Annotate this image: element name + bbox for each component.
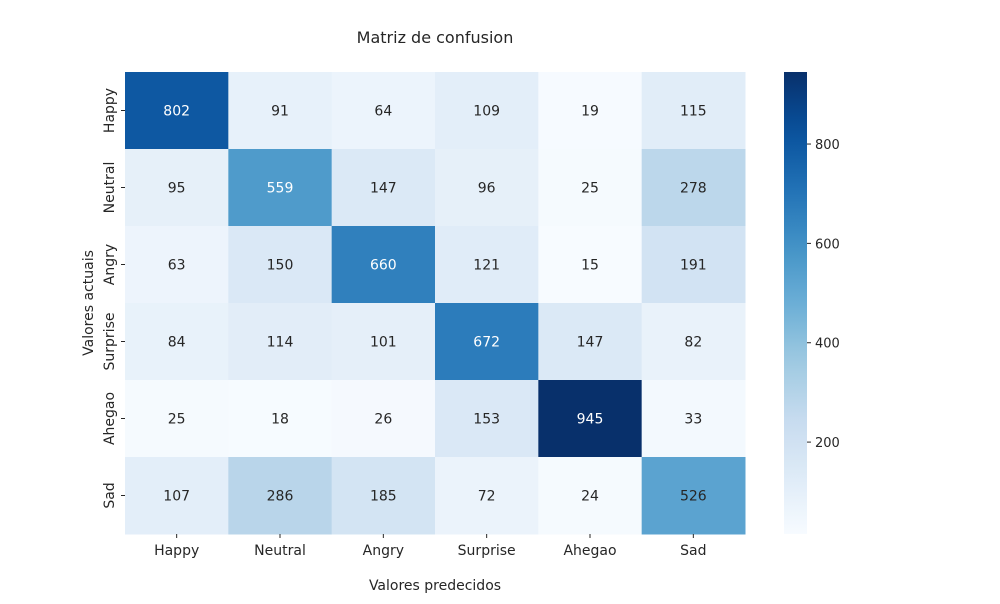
heatmap-cell (435, 226, 539, 304)
heatmap-cell (228, 457, 333, 535)
y-tick-label: Surprise (102, 313, 118, 371)
cell-value-label: 26 (374, 412, 392, 428)
cell-value-label: 526 (680, 489, 707, 505)
cell-value-label: 660 (370, 258, 397, 274)
colorbar-tick-label: 800 (815, 138, 840, 153)
cell-value-label: 19 (581, 104, 599, 120)
cell-value-label: 672 (473, 335, 500, 351)
heatmap-cell (331, 226, 436, 304)
cell-value-label: 18 (271, 412, 289, 428)
cell-value-label: 121 (473, 258, 500, 274)
colorbar-tick-label: 600 (815, 237, 840, 252)
x-tick-label: Ahegao (563, 543, 616, 559)
x-tick-label: Sad (680, 543, 706, 559)
cell-value-label: 25 (168, 412, 186, 428)
heatmap-cell (641, 457, 746, 535)
cell-value-label: 802 (163, 104, 190, 120)
heatmap-cell (331, 380, 436, 458)
heatmap-cell (228, 149, 333, 227)
x-tick-label: Angry (363, 543, 404, 559)
cell-value-label: 101 (370, 335, 397, 351)
cell-value-label: 153 (473, 412, 500, 428)
heatmap-cell (125, 303, 229, 381)
heatmap-cell (641, 226, 746, 304)
cell-value-label: 72 (478, 489, 496, 505)
cell-value-label: 147 (577, 335, 604, 351)
heatmap-cell (538, 380, 643, 458)
cell-value-label: 15 (581, 258, 599, 274)
heatmap-cell (435, 72, 539, 150)
cell-value-label: 559 (267, 181, 294, 197)
heatmap-cell (641, 72, 746, 150)
cell-value-label: 115 (680, 104, 707, 120)
colorbar-tick-label: 400 (815, 337, 840, 352)
heatmap-cell (641, 149, 746, 227)
heatmap-cell (538, 457, 643, 535)
y-axis-label: Valores actuais (81, 250, 97, 356)
cell-value-label: 150 (267, 258, 294, 274)
cell-value-label: 147 (370, 181, 397, 197)
heatmap-cell (331, 149, 436, 227)
y-tick-label: Ahegao (102, 392, 118, 445)
cell-value-label: 91 (271, 104, 289, 120)
colorbar-gradient (784, 72, 807, 534)
cell-value-label: 107 (163, 489, 190, 505)
heatmap-cell (641, 303, 746, 381)
heatmap-cell (435, 457, 539, 535)
heatmap-cell (538, 72, 643, 150)
cell-value-label: 109 (473, 104, 500, 120)
cell-value-label: 185 (370, 489, 397, 505)
cell-value-label: 82 (684, 335, 702, 351)
heatmap-cell (228, 303, 333, 381)
cell-value-label: 96 (478, 181, 496, 197)
x-axis-ticks: Happy Neutral Angry Surprise Ahegao Sad (154, 534, 707, 559)
heatmap-cell (538, 149, 643, 227)
heatmap-cell (228, 226, 333, 304)
heatmap-cell (125, 72, 229, 150)
heatmap-cell (641, 380, 746, 458)
cell-value-label: 64 (374, 104, 392, 120)
y-tick-label: Sad (102, 482, 118, 508)
cell-value-label: 33 (684, 412, 702, 428)
y-axis-ticks: Happy Neutral Angry Surprise Ahegao Sad (102, 88, 125, 509)
cell-value-label: 114 (267, 335, 294, 351)
heatmap-cell (125, 457, 229, 535)
cell-value-label: 24 (581, 489, 599, 505)
cell-value-label: 63 (168, 258, 186, 274)
cell-value-label: 945 (577, 412, 604, 428)
heatmap-cell (331, 303, 436, 381)
x-axis-label: Valores predecidos (369, 578, 501, 594)
y-tick-label: Angry (102, 244, 118, 285)
cell-value-label: 25 (581, 181, 599, 197)
colorbar-tick-label: 200 (815, 436, 840, 451)
heatmap-cell (435, 303, 539, 381)
heatmap-cell (228, 72, 333, 150)
cell-value-label: 95 (168, 181, 186, 197)
x-tick-label: Surprise (458, 543, 516, 559)
heatmap-cell (125, 149, 229, 227)
y-tick-label: Happy (102, 88, 118, 133)
cell-value-label: 84 (168, 335, 186, 351)
x-tick-label: Neutral (254, 543, 306, 559)
heatmap-cell (228, 380, 333, 458)
heatmap-cell (331, 457, 436, 535)
heatmap-cell (435, 149, 539, 227)
heatmap-cell (125, 226, 229, 304)
heatmap-cell (538, 226, 643, 304)
y-tick-label: Neutral (102, 162, 118, 214)
x-tick-label: Happy (154, 543, 199, 559)
heatmap-cell (125, 380, 229, 458)
heatmap-cell (538, 303, 643, 381)
chart-title: Matriz de confusion (357, 28, 514, 47)
heatmap-cell (435, 380, 539, 458)
cell-value-label: 191 (680, 258, 707, 274)
heatmap-cell (331, 72, 436, 150)
cell-value-label: 286 (267, 489, 294, 505)
cell-value-label: 278 (680, 181, 707, 197)
colorbar: 200 400 600 800 (784, 72, 840, 534)
